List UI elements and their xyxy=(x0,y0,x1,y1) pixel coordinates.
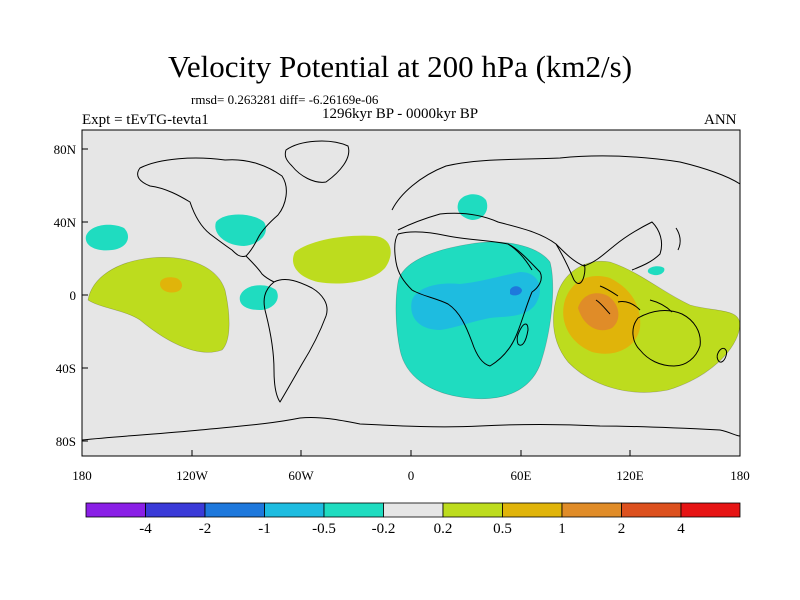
positive-spot-pacific xyxy=(160,277,182,293)
coast-maritime-continent xyxy=(595,285,673,315)
lon-label-0: 0 xyxy=(408,468,415,483)
colorbar-label: 2 xyxy=(618,521,626,537)
coastlines xyxy=(82,140,740,441)
experiment-label: Expt = tEvTG-tevta1 xyxy=(82,112,209,128)
colorbar-label: 1 xyxy=(558,521,566,537)
lat-label-40s: 40S xyxy=(56,361,76,376)
colorbar-box-6 xyxy=(383,502,444,518)
coast-new-zealand xyxy=(716,347,727,363)
colorbar-box-11 xyxy=(680,502,741,518)
lat-label-40n: 40N xyxy=(54,215,77,230)
colorbar-label: -0.2 xyxy=(372,521,396,537)
coast-japan xyxy=(675,227,681,251)
lon-label-180w: 180 xyxy=(72,468,92,483)
colorbar-label: 0.2 xyxy=(434,521,453,537)
period-label: 1296kyr BP - 0000kyr BP xyxy=(322,106,479,122)
coast-central-america xyxy=(245,255,275,283)
colorbar-box-4 xyxy=(264,502,325,518)
longitude-axis: 180 120W 60W 0 60E 120E 180 xyxy=(72,450,750,483)
lon-label-60e: 60E xyxy=(511,468,532,483)
negative-region-amazon xyxy=(239,285,278,310)
contour-fields xyxy=(82,140,740,441)
coast-africa xyxy=(394,231,542,367)
lon-label-180e: 180 xyxy=(730,468,750,483)
contour-lines xyxy=(87,241,740,400)
lat-label-80s: 80S xyxy=(56,434,76,449)
colorbar-box-10 xyxy=(621,502,682,518)
colorbar-box-2 xyxy=(145,502,206,518)
colorbar-box-1 xyxy=(85,502,146,518)
latitude-axis: 80N 40N 0 40S 80S xyxy=(54,142,88,449)
negative-region-north-pacific xyxy=(85,224,128,251)
coast-greenland xyxy=(284,140,350,183)
colorbar-label: 0.5 xyxy=(493,521,512,537)
negative-spot-east-asia xyxy=(647,266,665,276)
colorbar-label: -0.5 xyxy=(312,521,336,537)
colorbar-box-9 xyxy=(561,502,622,518)
colorbar-label: -4 xyxy=(139,521,152,537)
colorbar-box-5 xyxy=(323,502,384,518)
colorbar: -4 -2 -1 -0.5 -0.2 0.2 0.5 1 2 4 xyxy=(85,502,741,537)
lon-label-60w: 60W xyxy=(288,468,314,483)
coast-south-america xyxy=(263,279,328,403)
colorbar-label: 4 xyxy=(677,521,685,537)
colorbar-label: -2 xyxy=(199,521,212,537)
colorbar-box-3 xyxy=(204,502,265,518)
stats-text: rmsd= 0.263281 diff= -6.26169e-06 xyxy=(191,92,379,107)
season-label: ANN xyxy=(704,112,737,128)
plot-title: Velocity Potential at 200 hPa (km2/s) xyxy=(167,49,633,84)
negative-core-africa xyxy=(411,272,540,330)
lon-label-120e: 120E xyxy=(616,468,644,483)
lat-label-80n: 80N xyxy=(54,142,77,157)
positive-core-indonesia xyxy=(578,293,619,331)
lat-label-0: 0 xyxy=(70,288,77,303)
coast-australia xyxy=(632,310,701,367)
negative-spot-east-africa xyxy=(510,286,522,296)
colorbar-label: -1 xyxy=(258,521,271,537)
lon-label-120w: 120W xyxy=(176,468,209,483)
negative-region-north-america xyxy=(215,214,266,246)
positive-region-pacific-east xyxy=(88,257,230,353)
positive-region-atlantic xyxy=(292,235,391,284)
coast-antarctica xyxy=(82,417,740,441)
coast-madagascar xyxy=(516,323,529,346)
coast-north-america xyxy=(137,157,287,257)
coast-arabia-india xyxy=(507,243,586,284)
colorbar-box-8 xyxy=(502,502,563,518)
colorbar-box-7 xyxy=(442,502,503,518)
